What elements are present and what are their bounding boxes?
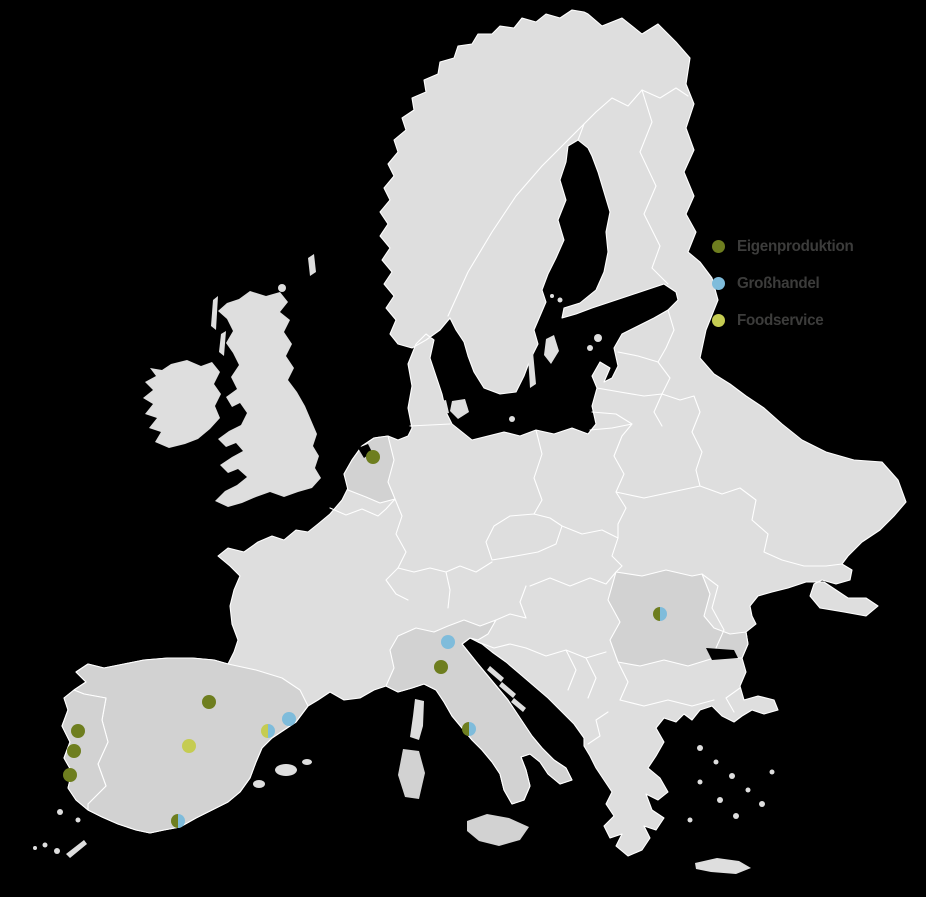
border-serbia-bulgaria: [617, 661, 629, 701]
island-mallorca: [275, 764, 297, 776]
location-marker: [182, 739, 196, 753]
legend-swatch-grosshandel-icon: [712, 277, 725, 290]
location-marker: [63, 768, 77, 782]
island-crete: [695, 858, 751, 874]
island-shetland: [308, 254, 316, 276]
island-sicily: [467, 814, 529, 846]
location-marker: [434, 660, 448, 674]
location-marker: [261, 724, 275, 738]
location-marker: [653, 607, 667, 621]
border-lithuania-belarus: [653, 393, 663, 427]
island-hebrides-2: [219, 331, 226, 356]
location-marker: [366, 450, 380, 464]
border-france-switzerland: [385, 567, 409, 601]
border-belarus-ukraine: [615, 485, 701, 499]
legend-item-foodservice: Foodservice: [712, 302, 860, 339]
border-estonia-latvia: [617, 351, 659, 363]
island-aland-2: [550, 294, 554, 298]
island-ireland: [143, 360, 221, 448]
border-poland-germany: [533, 429, 543, 515]
border-germany-denmark: [409, 423, 451, 427]
border-moldova-ukraine: [701, 573, 725, 649]
border-ukraine-russia: [699, 485, 843, 567]
island-hebrides-1: [211, 296, 218, 330]
island-zealand: [450, 399, 469, 419]
island-funen: [437, 400, 449, 415]
border-austria-hungary: [519, 585, 527, 619]
location-marker: [171, 814, 185, 828]
legend-swatch-foodservice-icon: [712, 314, 725, 327]
island-corsica: [410, 699, 424, 740]
border-belarus-russia: [661, 393, 703, 487]
border-france-germany-belgium: [329, 498, 407, 569]
country-netherlands: [343, 435, 396, 504]
island-ibiza: [253, 780, 265, 788]
atlantic-islets: [33, 809, 87, 858]
border-germany-switzerland-austria: [397, 561, 493, 609]
border-czechia: [485, 513, 563, 561]
border-poland-belarus: [613, 423, 633, 493]
border-kaliningrad: [589, 411, 633, 431]
island-oland: [528, 352, 536, 388]
legend-label-grosshandel: Großhandel: [737, 274, 820, 292]
island-croatia-2: [499, 682, 516, 698]
islands-group: [33, 254, 775, 874]
border-estonia-russia: [657, 309, 675, 363]
island-hiiumaa: [587, 345, 593, 351]
country-italy: [385, 619, 573, 805]
border-slovakia-hungary: [529, 565, 623, 587]
island-aland-1: [557, 297, 563, 303]
island-sardinia: [398, 749, 425, 799]
border-sweden-finland: [577, 123, 585, 141]
border-poland-slovakia: [561, 525, 619, 539]
location-marker: [202, 695, 216, 709]
location-marker: [462, 722, 476, 736]
map-legend: Eigenproduktion Großhandel Foodservice: [712, 228, 860, 339]
island-croatia-3: [511, 698, 526, 712]
location-marker: [67, 744, 81, 758]
island-saaremaa: [594, 334, 602, 342]
legend-label-foodservice: Foodservice: [737, 311, 824, 329]
legend-swatch-eigenproduktion-icon: [712, 240, 725, 253]
location-marker: [71, 724, 85, 738]
border-poland-ukraine: [615, 491, 627, 539]
island-bornholm: [509, 416, 515, 422]
border-finland-russia: [639, 89, 669, 285]
aegean-islands: [687, 745, 775, 823]
border-latvia-lithuania: [596, 387, 663, 397]
location-marker: [441, 635, 455, 649]
border-norway-sweden: [447, 111, 597, 317]
legend-label-eigenproduktion: Eigenproduktion: [737, 237, 854, 255]
border-albania-macedonia-greece: [587, 711, 609, 745]
island-great-britain: [215, 291, 321, 507]
border-austria-slovenia: [477, 613, 527, 649]
border-slovakia-ukraine: [611, 537, 623, 567]
country-romania: [607, 569, 749, 667]
legend-item-eigenproduktion: Eigenproduktion: [712, 228, 860, 265]
danube-delta-lagoon: [706, 648, 738, 660]
border-latvia-russia: [657, 361, 671, 395]
location-marker: [282, 712, 296, 726]
border-hungary-croatia-serbia: [525, 647, 607, 699]
country-borders: [329, 87, 843, 745]
island-croatia-1: [487, 666, 504, 682]
island-orkney: [278, 284, 286, 292]
island-menorca: [302, 759, 312, 765]
border-bulgaria-greece-turkey: [619, 687, 741, 713]
island-gotland: [544, 335, 559, 364]
legend-item-grosshandel: Großhandel: [712, 265, 860, 302]
